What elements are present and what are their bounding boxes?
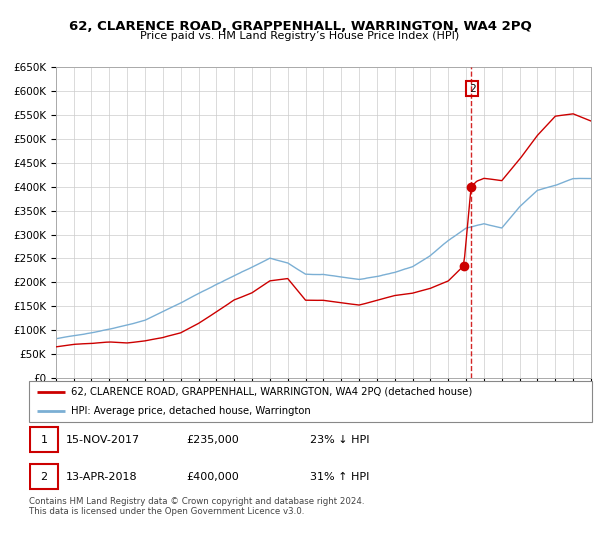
Text: 13-APR-2018: 13-APR-2018 <box>65 472 137 482</box>
Text: 15-NOV-2017: 15-NOV-2017 <box>65 435 140 445</box>
Text: 2: 2 <box>469 83 475 94</box>
Text: Contains HM Land Registry data © Crown copyright and database right 2024.
This d: Contains HM Land Registry data © Crown c… <box>29 497 364 516</box>
Text: 23% ↓ HPI: 23% ↓ HPI <box>310 435 370 445</box>
Text: 62, CLARENCE ROAD, GRAPPENHALL, WARRINGTON, WA4 2PQ (detached house): 62, CLARENCE ROAD, GRAPPENHALL, WARRINGT… <box>71 387 472 397</box>
Text: 62, CLARENCE ROAD, GRAPPENHALL, WARRINGTON, WA4 2PQ: 62, CLARENCE ROAD, GRAPPENHALL, WARRINGT… <box>68 20 532 32</box>
Text: £400,000: £400,000 <box>187 472 239 482</box>
Text: £235,000: £235,000 <box>187 435 239 445</box>
Text: Price paid vs. HM Land Registry’s House Price Index (HPI): Price paid vs. HM Land Registry’s House … <box>140 31 460 41</box>
Text: 1: 1 <box>40 435 47 445</box>
Text: 31% ↑ HPI: 31% ↑ HPI <box>310 472 370 482</box>
Text: 2: 2 <box>40 472 47 482</box>
Text: HPI: Average price, detached house, Warrington: HPI: Average price, detached house, Warr… <box>71 407 311 417</box>
FancyBboxPatch shape <box>31 464 58 489</box>
FancyBboxPatch shape <box>29 381 592 422</box>
FancyBboxPatch shape <box>31 427 58 452</box>
